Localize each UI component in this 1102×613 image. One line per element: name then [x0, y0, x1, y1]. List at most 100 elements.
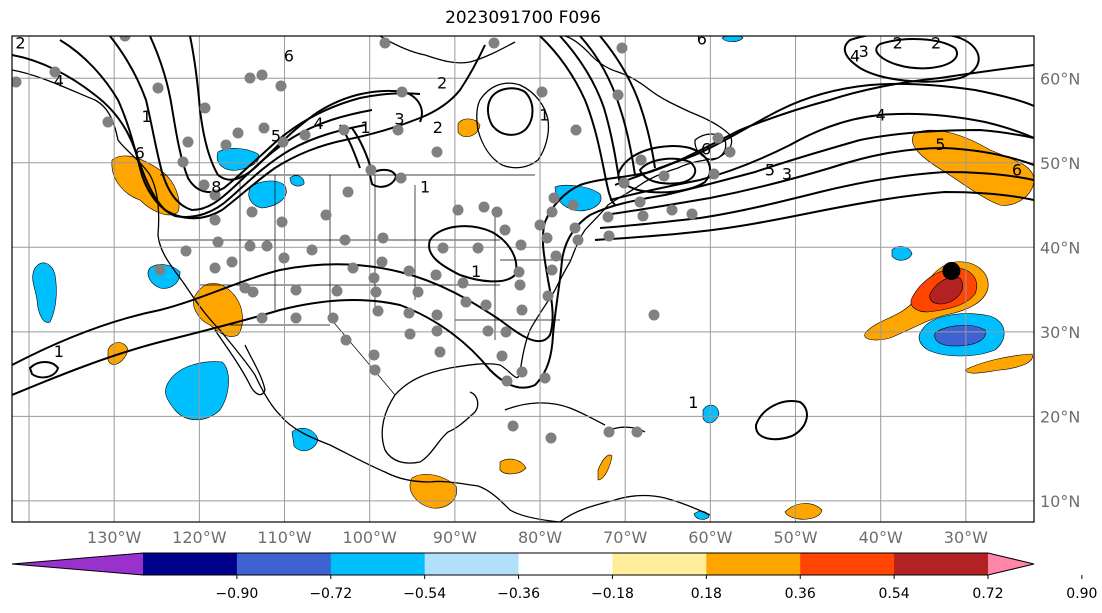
contour-label: 1 [141, 107, 151, 126]
anomaly-negative-canada-1 [216, 148, 260, 171]
anomaly-positive-gulf-mexico [409, 474, 458, 509]
colorbar-tick-label: −0.54 [403, 586, 446, 602]
colorbar-tick-label: 0.90 [1066, 586, 1097, 602]
colorbar-tick-label: 0.36 [785, 586, 816, 602]
anomaly-negative-pacific-1 [32, 262, 57, 323]
anomaly-negative-north-small [721, 36, 744, 43]
contour-ridge-central-5 [599, 36, 656, 169]
contour-label: 5 [765, 160, 775, 179]
colorbar-tick-label: −0.18 [591, 586, 634, 602]
contour-label: 6 [135, 144, 145, 163]
latitude-tick-label: 40°N [1040, 238, 1080, 257]
contour-label: 3 [859, 42, 869, 61]
latitude-tick-label: 60°N [1040, 69, 1080, 88]
contour-label: 2 [893, 34, 903, 53]
contour-line-1 [12, 64, 1034, 366]
contour-trough-west-4 [149, 36, 421, 194]
colorbar-swatch [330, 553, 426, 575]
contour-ridge-central-3 [559, 36, 621, 186]
latitude-tick-labels: 60°N 50°N 40°N 30°N 20°N 10°N [1040, 69, 1080, 511]
contour-low-canada [617, 145, 711, 194]
contour-high-greenland-2 [875, 38, 958, 70]
contour-label: 6 [697, 29, 707, 48]
colorbar-tick-label: 0.54 [879, 586, 910, 602]
latitude-tick-label: 20°N [1040, 407, 1080, 426]
anomaly-positive-caribbean [499, 458, 527, 475]
contour-label: 5 [271, 127, 281, 146]
political-borders [160, 174, 570, 396]
coastline-hudson-bay [476, 82, 550, 169]
colorbar-tick-label: −0.72 [309, 586, 352, 602]
contour-label: 1 [420, 177, 430, 196]
longitude-tick-label: 80°W [518, 528, 562, 547]
coastline-cuba [504, 402, 606, 426]
colorbar-tick-label: −0.90 [215, 586, 258, 602]
contour-trough-west-2 [59, 39, 366, 218]
contour-low-hudson [486, 87, 534, 136]
contour-label: 4 [850, 46, 860, 65]
coastline-baja [214, 329, 266, 396]
contour-ridge-central-1 [344, 44, 486, 141]
contour-line-4 [599, 170, 1034, 229]
contour-label: 4 [876, 106, 886, 125]
colorbar-swatch [612, 553, 707, 575]
map-frame [11, 35, 1035, 523]
colorbar-swatch [706, 553, 801, 575]
anomaly-negative-canada-2 [248, 180, 287, 209]
anomaly-strong-atlantic-2 [929, 276, 963, 305]
contour-loop-atlantic [754, 400, 808, 441]
latitude-tick-label: 30°N [1040, 323, 1080, 342]
longitude-tick-label: 40°W [859, 528, 903, 547]
contour-label: 2 [433, 118, 443, 137]
coastline-arctic [379, 36, 516, 64]
contour-label: 6 [1012, 160, 1022, 179]
longitude-tick-label: 60°W [688, 528, 732, 547]
contour-line-3 [594, 190, 1034, 241]
colorbar-extend-min [12, 553, 143, 575]
anomaly-negative-pacific-2 [165, 361, 229, 421]
anomaly-negative-atlantic-core [934, 325, 986, 347]
longitude-tick-label: 110°W [257, 528, 312, 547]
contour-ridge-central-2 [539, 36, 616, 206]
colorbar-swatch [800, 553, 895, 575]
longitude-tick-label: 30°W [944, 528, 988, 547]
latitude-tick-label: 50°N [1040, 154, 1080, 173]
contour-label: 2 [437, 73, 447, 92]
colorbar-tick-label: 0.18 [691, 586, 722, 602]
colorbar-swatch [518, 553, 613, 575]
contour-line-7 [614, 82, 1034, 186]
latitude-tick-label: 10°N [1040, 492, 1080, 511]
contour-label: 1 [539, 106, 549, 125]
longitude-tick-label: 100°W [343, 528, 398, 547]
longitude-tick-label: 130°W [87, 528, 142, 547]
coastline-yucatan [381, 391, 479, 464]
colorbar-tick-label: 0.72 [972, 586, 1003, 602]
storm-center-marker [942, 261, 961, 280]
contour-line-5 [604, 146, 1034, 216]
contour-label: 1 [688, 393, 698, 412]
contour-low-canada-inner [638, 157, 697, 185]
contour-label: 6 [284, 46, 294, 65]
contour-label: 1 [54, 342, 64, 361]
colorbar-extend-max [988, 553, 1034, 575]
contour-label: 5 [935, 135, 945, 154]
contour-high-greenland-1 [843, 36, 980, 83]
anomaly-negative-atl-small [891, 246, 913, 261]
contour-loop-pacific [28, 361, 60, 379]
contour-label: 3 [782, 165, 792, 184]
contour-line-6 [609, 112, 1034, 201]
contour-label: 6 [701, 139, 711, 158]
contour-label: 8 [211, 177, 221, 196]
map-title: 2023091700 F096 [445, 8, 601, 28]
colorbar: −0.90 −0.72 −0.54 −0.36 −0.18 0.18 0.36 0.54 0.7… [11, 552, 1097, 602]
coastline-south-america [559, 494, 711, 522]
contour-label: 1 [360, 118, 370, 137]
colorbar-swatch [236, 553, 332, 575]
anomaly-positive-lesser-antilles [597, 454, 613, 481]
longitude-tick-labels: 130°W 120°W 110°W 100°W 90°W 80°W 70°W 60°W 50°W… [87, 528, 988, 547]
contour-label: 1 [471, 262, 481, 281]
anomaly-positive-atlantic-south [964, 353, 1033, 374]
longitude-tick-label: 120°W [172, 528, 227, 547]
